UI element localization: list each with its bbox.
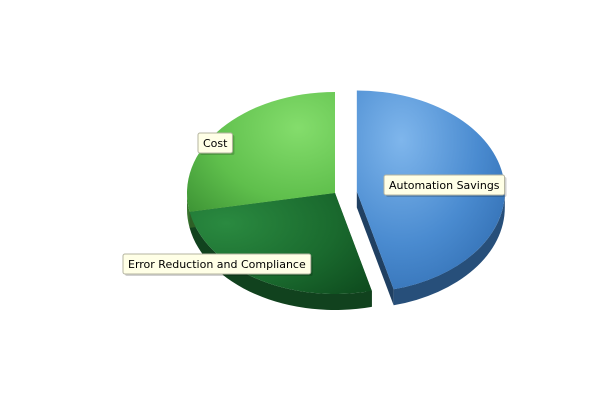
pie-label-box: [122, 253, 312, 275]
pie-slice-side-cost: [187, 193, 190, 228]
pie-label-box: [383, 174, 506, 196]
pie-slice-error-reduction-and-compliance[interactable]: [189, 193, 372, 294]
pie-label-cost: Cost: [197, 132, 235, 155]
pie-label-text: Automation Savings: [389, 179, 500, 192]
pie-slice-side-error-reduction-and-compliance: [189, 211, 372, 310]
pie-label-automation-savings: Automation Savings: [383, 174, 507, 197]
pie-slice-cost[interactable]: [187, 92, 335, 212]
pie-label-error-reduction-and-compliance: Error Reduction and Compliance: [122, 253, 313, 276]
pie-label-text: Error Reduction and Compliance: [128, 258, 306, 271]
pie-label-text: Cost: [203, 137, 228, 150]
pie-slice-side-automation-savings: [393, 191, 505, 306]
pie-slice-wall-automation-savings: [356, 191, 394, 306]
pie-labels: Automation Savings Error Reduction and Co…: [122, 132, 507, 276]
pie-label-box: [197, 132, 233, 154]
